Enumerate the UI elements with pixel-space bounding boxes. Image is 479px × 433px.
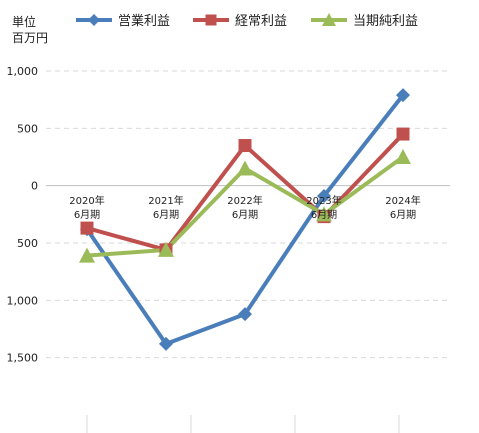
y-tick-label-0: 1,000	[7, 65, 39, 78]
legend-label-2: 当期純利益	[353, 14, 418, 29]
x-tick-label-1: 2021年 6月期	[148, 194, 183, 221]
series-0-point-2	[238, 307, 252, 322]
y-tick-label-5: 1,500	[7, 352, 39, 365]
series-0-point-3	[317, 188, 331, 203]
series-2-point-2	[237, 160, 253, 176]
series-2-point-4	[395, 149, 411, 164]
legend-marker-2	[322, 13, 336, 26]
grid-layer	[46, 70, 450, 433]
y-tick-label-3: 500	[17, 237, 38, 250]
legend-marker-0	[88, 14, 100, 26]
legend: 営業利益 経常利益 当期純利益	[76, 13, 418, 29]
x-tick-label-3: 2023年 6月期	[306, 194, 341, 221]
series-1-point-4	[396, 127, 410, 141]
unit-label-line-2: 百万円	[12, 31, 49, 45]
x-tick-label-0: 2020年 6月期	[69, 194, 104, 221]
series-2-point-0	[79, 247, 95, 263]
y-tick-label-4: 1,000	[7, 294, 39, 307]
series-0-point-1	[159, 336, 173, 351]
unit-label-line-1: 単位	[12, 15, 37, 29]
series-1-point-0	[80, 221, 94, 235]
series-2-point-3	[316, 206, 332, 222]
legend-label-1: 経常利益	[235, 14, 287, 29]
x-tick-label-4: 2024年 6月期	[385, 194, 420, 221]
unit-label: 単位 百万円	[12, 14, 48, 46]
y-tick-label-2: 0	[31, 180, 38, 193]
series-2-point-1	[158, 241, 174, 257]
x-axis-ticks: 2020年 6月期 2021年 6月期 2022年 6月期 2023年 6月期 2024年 6月期	[69, 194, 420, 221]
y-axis-ticks: 1,000 500 0 500 1,000 1,500	[7, 65, 39, 365]
series-layer	[79, 88, 411, 351]
series-1-point-2	[238, 139, 252, 153]
x-tick-label-2: 2022年 6月期	[227, 194, 262, 221]
legend-label-0: 営業利益	[118, 13, 170, 29]
legend-marker-1	[205, 14, 217, 26]
y-tick-label-1: 500	[17, 122, 38, 135]
series-0-point-4	[396, 88, 410, 103]
